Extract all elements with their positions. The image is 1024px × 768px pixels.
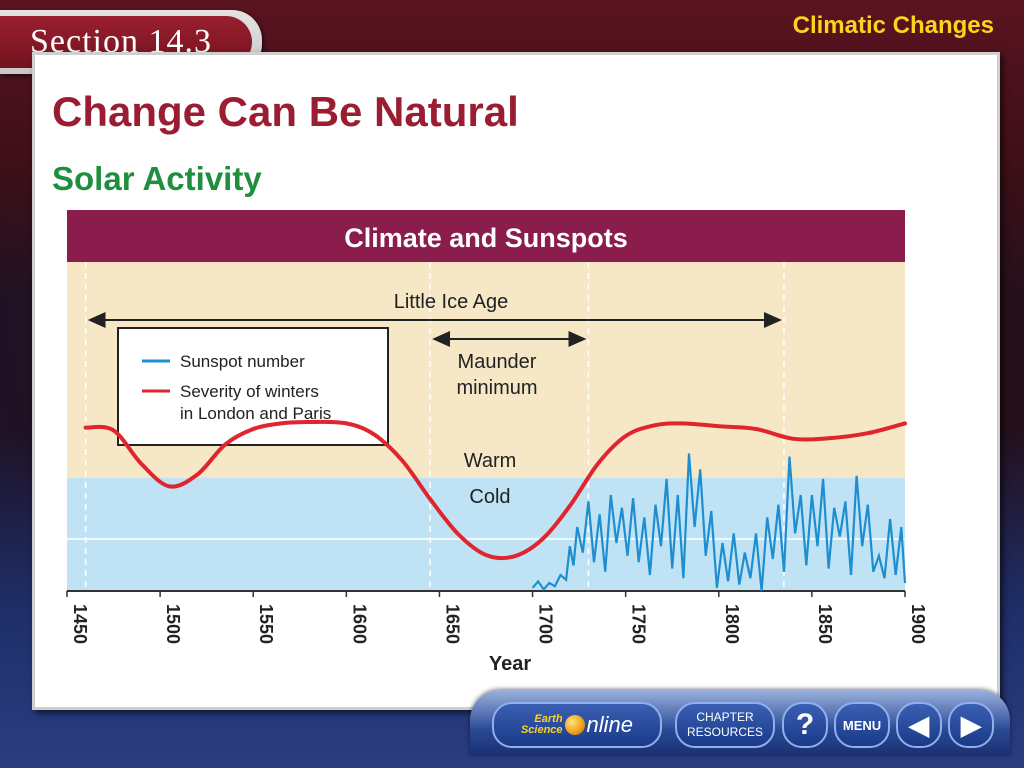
earth-science-online-logo: Earth Science nline [521, 712, 633, 738]
chart-title-bar [67, 210, 905, 262]
chart-title: Climate and Sunspots [344, 223, 628, 253]
page-subtitle: Solar Activity [52, 160, 262, 197]
x-tick-label: 1800 [722, 604, 742, 644]
legend [117, 327, 389, 446]
x-tick-label: 1600 [349, 604, 369, 644]
x-tick-label: 1750 [629, 604, 649, 644]
earth-science-online-button[interactable]: Earth Science nline [492, 702, 662, 748]
science-label: Science [520, 724, 563, 736]
menu-button[interactable]: MENU [834, 702, 890, 748]
winter-severity-line [83, 419, 907, 561]
header-title: Climatic Changes [792, 12, 994, 39]
x-tick-label: 1550 [256, 604, 276, 644]
x-tick-label: 1450 [70, 604, 90, 644]
x-tick-label: 1650 [442, 604, 462, 644]
x-tick-label: 1700 [536, 604, 556, 644]
globe-icon [564, 715, 585, 735]
climate-sunspots-chart: Climate and Sunspots 1450 1500 1550 1600 165… [66, 210, 928, 675]
next-arrow-icon[interactable]: ▶ [948, 702, 994, 748]
resources-label: RESOURCES [686, 725, 763, 739]
legend-winter-label-line2: in London and Paris [180, 404, 331, 423]
x-tick-label: 1850 [815, 604, 835, 644]
help-button[interactable]: ? [782, 702, 828, 748]
legend-winter-label-line1: Severity of winters [180, 382, 319, 401]
warm-label: Warm [464, 450, 517, 472]
nav-bar: Earth Science nline CHAPTER RESOURCES ? … [470, 690, 1010, 756]
maunder-label-line2: minimum [456, 377, 537, 399]
online-label: nline [586, 712, 634, 737]
legend-sunspot-label: Sunspot number [180, 352, 305, 371]
little-ice-age-label: Little Ice Age [394, 291, 509, 313]
previous-arrow-icon[interactable]: ◀ [896, 702, 942, 748]
maunder-label-line1: Maunder [458, 351, 537, 373]
x-axis-label: Year [489, 653, 531, 675]
cold-label: Cold [469, 486, 510, 508]
chapter-label: CHAPTER [696, 710, 754, 724]
x-tick-label: 1900 [908, 604, 928, 644]
page-title: Change Can Be Natural [52, 88, 519, 135]
earth-label: Earth [534, 713, 563, 725]
chapter-resources-button[interactable]: CHAPTER RESOURCES [675, 702, 775, 748]
x-tick-label: 1500 [163, 604, 183, 644]
sunspot-number-line [531, 453, 907, 592]
